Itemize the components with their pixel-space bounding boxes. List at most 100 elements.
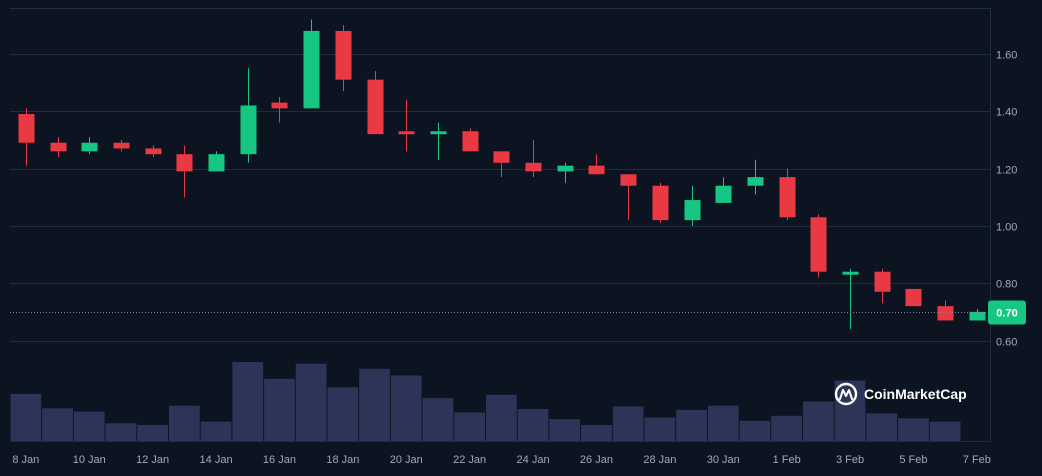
candle bbox=[113, 139, 130, 152]
x-tick-label: 16 Jan bbox=[263, 454, 296, 466]
volume-bar bbox=[105, 423, 137, 441]
volume-bar bbox=[771, 415, 802, 441]
volume-bar bbox=[581, 425, 612, 441]
candle bbox=[430, 122, 447, 160]
candle-body bbox=[969, 311, 986, 321]
candle bbox=[271, 96, 288, 123]
candle bbox=[50, 137, 67, 158]
x-tick-label: 10 Jan bbox=[73, 454, 106, 466]
x-tick-label: 24 Jan bbox=[517, 454, 550, 466]
volume-bar bbox=[295, 363, 327, 441]
candle bbox=[652, 182, 669, 223]
y-tick-label: 1.40 bbox=[996, 107, 1017, 119]
candle-body bbox=[430, 131, 447, 135]
x-tick-label: 30 Jan bbox=[707, 454, 740, 466]
volume-bar bbox=[390, 375, 422, 441]
y-tick-label: 1.00 bbox=[996, 222, 1017, 234]
y-tick-label: 1.60 bbox=[996, 50, 1017, 62]
volume-bar bbox=[866, 413, 898, 441]
candle bbox=[684, 185, 701, 226]
candle-body bbox=[81, 142, 98, 152]
candle-body bbox=[335, 30, 352, 80]
candle bbox=[905, 288, 922, 307]
candle bbox=[18, 108, 35, 166]
candle bbox=[335, 25, 352, 92]
volume-bar bbox=[517, 409, 549, 441]
candle-body bbox=[779, 177, 796, 218]
candle-body bbox=[937, 306, 954, 321]
volume-bar bbox=[486, 394, 517, 441]
candle bbox=[874, 268, 891, 304]
volume-bar bbox=[929, 421, 961, 441]
candle bbox=[176, 145, 193, 198]
candle bbox=[367, 71, 384, 135]
volume-bar bbox=[327, 387, 359, 441]
candle bbox=[842, 268, 859, 330]
candle bbox=[747, 159, 764, 195]
y-tick-label: 0.60 bbox=[996, 337, 1017, 349]
candle bbox=[493, 151, 510, 178]
x-tick-label: 1 Feb bbox=[773, 454, 801, 466]
candle bbox=[969, 309, 986, 321]
candle-body bbox=[874, 271, 891, 292]
candle-body bbox=[208, 154, 225, 172]
candle bbox=[588, 154, 605, 175]
candle-body bbox=[905, 288, 922, 307]
candle-body bbox=[462, 131, 479, 152]
watermark-text: CoinMarketCap bbox=[864, 386, 967, 402]
candle bbox=[937, 300, 954, 321]
candle-body bbox=[176, 154, 193, 172]
x-tick-label: 20 Jan bbox=[390, 454, 423, 466]
x-tick-label: 3 Feb bbox=[836, 454, 864, 466]
volume-bar bbox=[676, 409, 707, 441]
volume-bar bbox=[739, 420, 771, 441]
volume-bar bbox=[803, 401, 834, 441]
volume-bar bbox=[707, 405, 739, 441]
candle bbox=[525, 139, 542, 178]
volume-bar bbox=[898, 418, 929, 441]
volume-bar bbox=[264, 378, 295, 441]
candle-body bbox=[493, 151, 510, 163]
x-tick-label: 12 Jan bbox=[136, 454, 169, 466]
x-tick-label: 26 Jan bbox=[580, 454, 613, 466]
candle bbox=[620, 174, 637, 221]
candle-body bbox=[684, 200, 701, 221]
volume-bar bbox=[422, 398, 454, 441]
volume-bar bbox=[454, 412, 485, 441]
candle bbox=[81, 137, 98, 155]
x-tick-label: 18 Jan bbox=[326, 454, 359, 466]
x-tick-label: 7 Feb bbox=[963, 454, 991, 466]
candle-body bbox=[810, 217, 827, 272]
candle-body bbox=[240, 105, 257, 155]
volume-bar bbox=[42, 408, 73, 441]
volume-bar bbox=[200, 421, 232, 441]
candle bbox=[398, 99, 415, 152]
candle bbox=[462, 128, 479, 152]
volume-bar bbox=[834, 380, 866, 441]
candle-body bbox=[367, 79, 384, 135]
candle bbox=[779, 168, 796, 221]
x-axis-ticks: 8 Jan 10 Jan 12 Jan 14 Jan 16 Jan 18 Jan 20 Ja… bbox=[12, 454, 991, 466]
volume-bar bbox=[549, 419, 581, 441]
candle bbox=[810, 214, 827, 278]
price-candles bbox=[18, 19, 986, 330]
candle-body bbox=[557, 165, 574, 172]
candle-body bbox=[113, 142, 130, 149]
grid-lines bbox=[10, 8, 991, 442]
x-tick-label: 5 Feb bbox=[899, 454, 927, 466]
volume-bar bbox=[73, 411, 105, 441]
current-price-badge: 0.70 bbox=[988, 300, 1026, 325]
current-price-value: 0.70 bbox=[996, 308, 1017, 320]
y-tick-label: 0.80 bbox=[996, 279, 1017, 291]
candle bbox=[303, 19, 320, 109]
volume-bar bbox=[612, 406, 644, 441]
coinmarketcap-logo-icon bbox=[834, 382, 858, 406]
y-tick-label: 1.20 bbox=[996, 165, 1017, 177]
y-axis-ticks: 0.60 0.80 1.00 1.20 1.40 1.60 bbox=[996, 50, 1017, 349]
volume-bar bbox=[359, 368, 390, 441]
x-tick-label: 14 Jan bbox=[200, 454, 233, 466]
candle bbox=[557, 162, 574, 183]
candle-body bbox=[588, 165, 605, 175]
candle bbox=[240, 68, 257, 163]
